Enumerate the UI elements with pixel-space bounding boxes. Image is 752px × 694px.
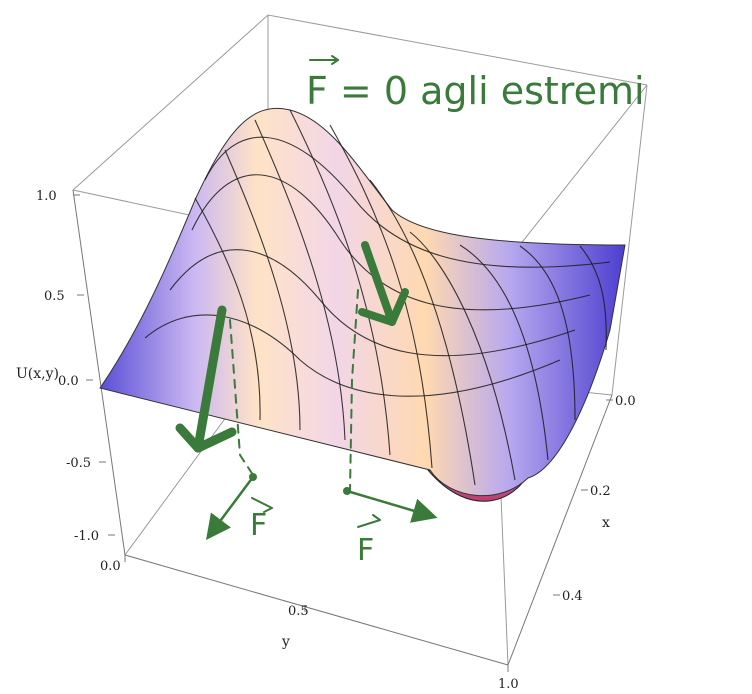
x-tick-1: 0.0 — [615, 394, 636, 409]
z-tick-5: -1.0 — [74, 529, 99, 544]
dashed-guide-left — [229, 319, 254, 476]
handwritten-annotations: F = 0 agli estremi F F — [175, 55, 645, 568]
force-arrow-right — [361, 241, 396, 326]
x-axis: 0.0 0.2 0.4 x — [553, 394, 636, 604]
label-left: F — [250, 508, 267, 543]
z-tick-4: -0.5 — [66, 456, 91, 471]
z-axis: 1.0 0.5 0.0 -0.5 -1.0 U(x,y) — [16, 189, 115, 544]
vector-right — [345, 489, 438, 523]
y-axis: 0.0 0.5 1.0 y — [100, 555, 519, 692]
force-arrow-right-head — [358, 288, 409, 326]
z-axis-title: U(x,y) — [16, 366, 59, 382]
x-tick-3: 0.4 — [562, 589, 583, 604]
label-right: F — [357, 533, 374, 568]
y-axis-title: y — [281, 634, 290, 650]
axes-frame — [72, 189, 613, 666]
y-tick-2: 0.5 — [288, 604, 309, 619]
vector-bar-left — [251, 497, 273, 513]
vector-left — [206, 475, 255, 541]
x-tick-2: 0.2 — [590, 484, 611, 499]
annotation-title: F = 0 agli estremi — [306, 69, 645, 113]
force-arrow-left — [193, 305, 227, 453]
z-tick-3: 0.0 — [58, 374, 79, 389]
z-tick-1: 1.0 — [36, 189, 57, 204]
y-tick-1: 0.0 — [100, 559, 121, 574]
dashed-guide-right — [349, 289, 359, 491]
vector-bar-right — [357, 514, 381, 528]
x-axis-title: x — [602, 515, 610, 531]
surface — [99, 107, 626, 502]
z-tick-2: 0.5 — [44, 289, 65, 304]
force-arrow-left-head — [175, 423, 237, 453]
y-tick-3: 1.0 — [498, 677, 519, 692]
vector-arrow-title — [331, 55, 339, 65]
